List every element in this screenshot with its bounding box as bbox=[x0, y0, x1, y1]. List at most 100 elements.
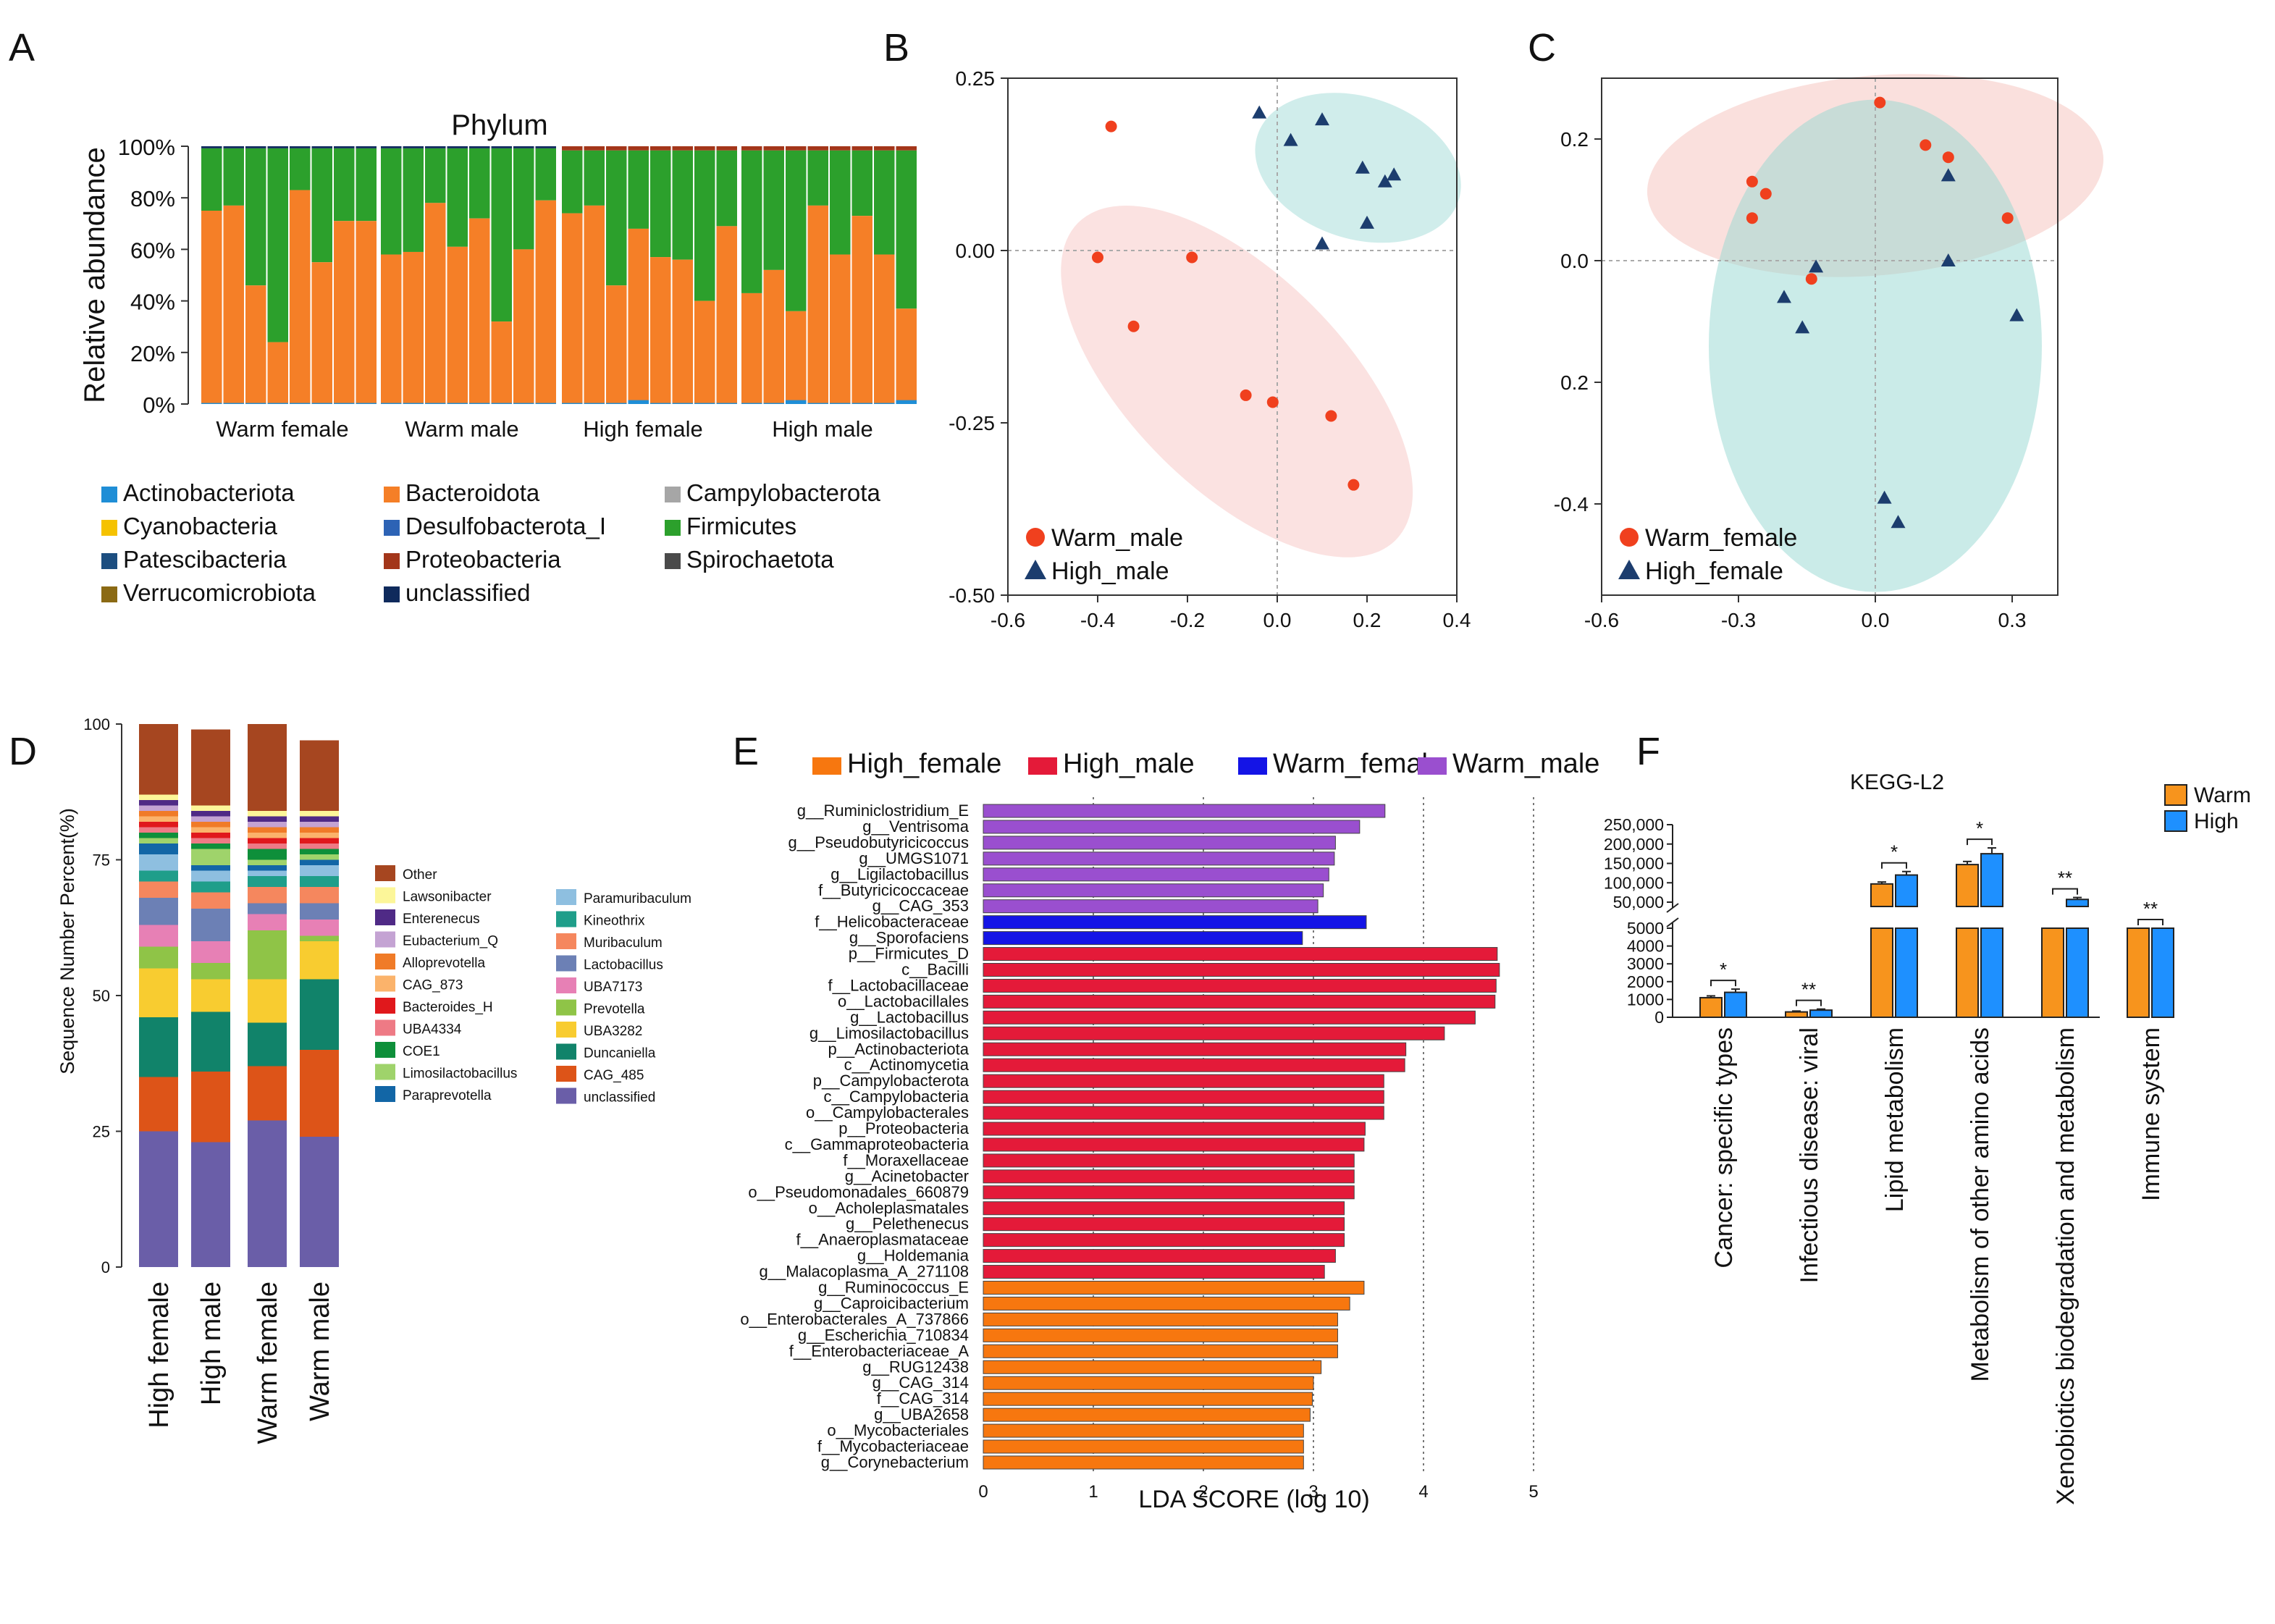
high-sample-point bbox=[1940, 253, 1956, 266]
lda-bar-label: o__Pseudomonadales_660879 bbox=[748, 1183, 969, 1201]
lda-bar-label: f__Enterobacteriaceae_A bbox=[789, 1342, 970, 1360]
firmicutes-bar-segment bbox=[672, 150, 693, 260]
kegg-bar-upper bbox=[2066, 899, 2089, 908]
genus-legend-swatch bbox=[375, 1019, 395, 1036]
genus-bar-segment bbox=[191, 838, 230, 843]
firmicutes-bar-segment bbox=[267, 148, 288, 342]
genus-legend-swatch bbox=[375, 954, 395, 969]
genus-bar-segment bbox=[300, 811, 339, 817]
high-sample-point bbox=[1355, 160, 1370, 174]
kegg-bar bbox=[1809, 1009, 1833, 1019]
genus-legend-label: Lactobacillus bbox=[584, 958, 663, 973]
pcoa-y-tick-label: 0.2 bbox=[1560, 128, 1589, 151]
genus-bar-segment bbox=[300, 740, 339, 811]
firmicutes-bar-segment bbox=[381, 148, 402, 255]
high-confidence-ellipse bbox=[1255, 93, 1461, 243]
lda-bar bbox=[983, 836, 1336, 850]
firmicutes-bar-segment bbox=[896, 150, 917, 309]
pcoa-legend-label: High_female bbox=[1645, 558, 1783, 585]
kegg-bar bbox=[1870, 927, 1893, 1018]
bacteroidota-bar-segment bbox=[491, 321, 512, 404]
panel-e-lefse-chart: LDA SCORE (log 10) g__Ruminiclostridium_… bbox=[652, 695, 1622, 1520]
genus-bar-segment bbox=[248, 822, 287, 828]
genus-category-label: High female bbox=[144, 1282, 174, 1429]
phylum-y-tick-label: 100% bbox=[118, 135, 175, 160]
genus-bar-segment bbox=[139, 968, 178, 1017]
lda-bar-label: g__UMGS1071 bbox=[859, 849, 969, 867]
minor-phyla-bar-segment bbox=[874, 146, 895, 151]
firmicutes-bar-segment bbox=[290, 148, 311, 190]
genus-bar-segment bbox=[248, 1066, 287, 1121]
genus-legend-label: Muribaculum bbox=[584, 935, 663, 951]
pcoa-x-tick-label: 0.2 bbox=[1353, 609, 1382, 631]
actinobacteriota-bar-segment bbox=[851, 403, 872, 404]
bacteroidota-bar-segment bbox=[650, 257, 671, 404]
bacteroidota-bar-segment bbox=[716, 226, 737, 404]
firmicutes-bar-segment bbox=[513, 148, 534, 250]
minor-phyla-bar-segment bbox=[535, 146, 556, 148]
kegg-bar bbox=[2066, 927, 2089, 1018]
bacteroidota-bar-segment bbox=[245, 285, 266, 404]
lda-bar bbox=[983, 1392, 1313, 1406]
genus-legend-swatch bbox=[556, 933, 576, 949]
genus-y-tick-label: 75 bbox=[93, 851, 110, 870]
lda-bar-label: f__Mycobacteriaceae bbox=[817, 1437, 969, 1455]
lda-bar bbox=[983, 851, 1335, 866]
kegg-category-label: Cancer: specific types bbox=[1710, 1027, 1738, 1269]
lda-legend-label: Warm_female bbox=[1273, 749, 1443, 779]
genus-bar-segment bbox=[139, 805, 178, 811]
bacteroidota-bar-segment bbox=[513, 249, 534, 404]
actinobacteriota-bar-segment bbox=[650, 403, 671, 404]
actinobacteriota-bar-segment bbox=[334, 403, 355, 404]
genus-category-label: High male bbox=[196, 1282, 227, 1405]
genus-bar-segment bbox=[300, 843, 339, 849]
genus-bar-segment bbox=[191, 1011, 230, 1072]
significance-marker: ** bbox=[2058, 867, 2072, 889]
kegg-bar bbox=[2127, 927, 2150, 1018]
phylum-legend-label: Patescibacteria bbox=[123, 546, 287, 573]
pcoa-y-tick-label: 0.0 bbox=[1560, 250, 1589, 272]
lda-bar-label: o__Campylobacterales bbox=[806, 1103, 969, 1122]
firmicutes-bar-segment bbox=[650, 150, 671, 258]
lda-bar bbox=[983, 804, 1386, 818]
genus-legend-label: UBA4334 bbox=[403, 1022, 462, 1038]
pcoa-y-tick-label: -0.25 bbox=[949, 412, 995, 434]
genus-bar-segment bbox=[300, 838, 339, 843]
phylum-legend-label: Bacteroidota bbox=[405, 479, 540, 506]
lda-bar-label: o__Lactobacillales bbox=[838, 992, 969, 1010]
genus-legend-label: Other bbox=[403, 867, 437, 883]
pcoa-plot-frame bbox=[1601, 77, 2059, 596]
phylum-legend-label: Firmicutes bbox=[686, 513, 796, 539]
axis-break-mark bbox=[1666, 917, 1679, 927]
panel-letter-b: B bbox=[883, 20, 927, 71]
bacteroidota-bar-segment bbox=[403, 251, 424, 404]
warm-sample-point bbox=[1874, 96, 1886, 109]
kegg-legend-label: Warm bbox=[2194, 783, 2251, 807]
pcoa-x-tick-label: -0.6 bbox=[991, 609, 1025, 631]
firmicutes-bar-segment bbox=[584, 150, 605, 206]
minor-phyla-bar-segment bbox=[491, 146, 512, 148]
bacteroidota-bar-segment bbox=[807, 205, 828, 404]
high-sample-point bbox=[1283, 132, 1298, 146]
minor-phyla-bar-segment bbox=[786, 146, 807, 151]
genus-legend-swatch bbox=[375, 887, 395, 904]
kegg-y-tick-label: 150,000 bbox=[1604, 854, 1664, 873]
lda-bar bbox=[983, 1233, 1345, 1248]
bacteroidota-bar-segment bbox=[896, 308, 917, 404]
kegg-bar bbox=[1980, 927, 2003, 1018]
minor-phyla-bar-segment bbox=[381, 146, 402, 148]
lda-bar bbox=[983, 915, 1367, 930]
genus-bar-segment bbox=[139, 1077, 178, 1132]
pcoa-legend-triangle bbox=[1618, 560, 1640, 579]
genus-legend-label: unclassified bbox=[584, 1090, 655, 1106]
pcoa-x-tick-label: 0.0 bbox=[1263, 609, 1292, 631]
genus-bar-segment bbox=[191, 843, 230, 849]
genus-bar-segment bbox=[191, 805, 230, 811]
lda-x-tick-label: 1 bbox=[1088, 1482, 1098, 1502]
significance-bracket bbox=[1710, 980, 1736, 987]
genus-bar-segment bbox=[300, 920, 339, 936]
lda-bar bbox=[983, 867, 1329, 882]
lda-legend-label: High_male bbox=[1063, 749, 1195, 779]
genus-legend-label: COE1 bbox=[403, 1044, 440, 1059]
phylum-y-tick-label: 0% bbox=[143, 392, 175, 418]
